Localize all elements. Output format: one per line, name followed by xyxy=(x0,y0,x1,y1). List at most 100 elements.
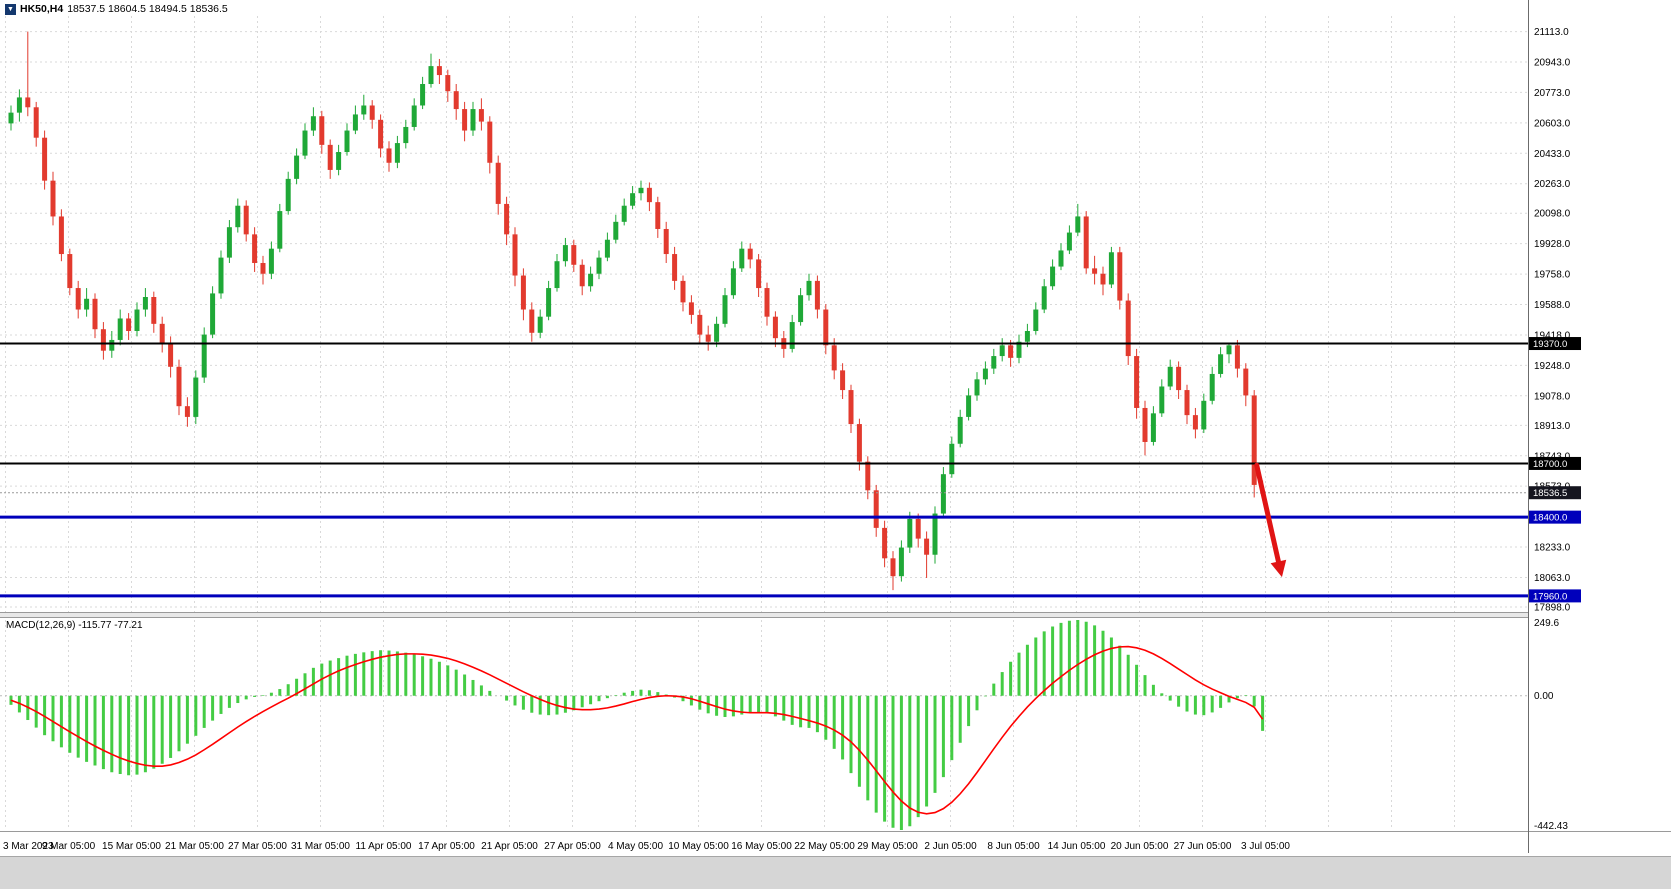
time-axis-label: 8 Jun 05:00 xyxy=(987,841,1040,852)
candle-body xyxy=(747,248,753,260)
time-axis-label: 27 Mar 05:00 xyxy=(228,841,287,852)
candle-body xyxy=(268,248,274,274)
candle-body xyxy=(1041,286,1047,310)
price-axis-label: 19078.0 xyxy=(1534,391,1571,402)
price-badge-label: 18536.5 xyxy=(1533,488,1567,499)
price-axis[interactable]: 21113.0 20943.0 20773.0 20603.0 20433.0 20263… xyxy=(1528,0,1671,853)
candle-body xyxy=(142,296,148,310)
candle-body xyxy=(915,518,921,539)
time-axis-label: 22 May 05:00 xyxy=(794,841,855,852)
candle-body xyxy=(1134,356,1140,408)
candle-body xyxy=(8,112,14,124)
candle-body xyxy=(1243,368,1249,396)
candle-body xyxy=(840,370,846,391)
trend-arrow-shaft[interactable] xyxy=(1254,462,1282,568)
price-badge xyxy=(1529,337,1581,351)
candle-body xyxy=(898,547,904,577)
candle-body xyxy=(882,527,888,559)
price-axis-label: 19418.0 xyxy=(1534,330,1571,341)
candle-body xyxy=(1209,373,1215,401)
candle-body xyxy=(1192,415,1198,430)
candle-body xyxy=(445,75,451,92)
candle-body xyxy=(672,254,678,281)
trend-arrow-head[interactable] xyxy=(1270,559,1287,578)
time-axis-label: 10 May 05:00 xyxy=(668,841,729,852)
candle-body xyxy=(1117,252,1123,301)
price-axis-background[interactable] xyxy=(1528,0,1671,831)
candle-body xyxy=(764,288,770,317)
candle-body xyxy=(403,126,409,144)
candle-body xyxy=(823,309,829,346)
candle-body xyxy=(193,377,199,417)
candle-body xyxy=(495,162,501,204)
candle-body xyxy=(520,275,526,310)
candle-body xyxy=(1142,407,1148,442)
time-axis-label: 21 Apr 05:00 xyxy=(481,841,538,852)
candle-body xyxy=(1008,345,1014,358)
candle-body xyxy=(1125,300,1131,357)
candle-body xyxy=(772,316,778,339)
price-badge-label: 18700.0 xyxy=(1533,459,1567,470)
candle-body xyxy=(134,309,140,332)
time-axis-label: 27 Apr 05:00 xyxy=(544,841,601,852)
price-badge xyxy=(1529,589,1581,603)
candle-body xyxy=(646,187,652,203)
time-axis-label: 29 May 05:00 xyxy=(857,841,918,852)
candle-body xyxy=(453,91,459,110)
candle-body xyxy=(1016,341,1022,358)
candle-body xyxy=(1108,252,1114,285)
price-axis-label: 18233.0 xyxy=(1534,543,1571,554)
time-axis-label: 11 Apr 05:00 xyxy=(356,841,412,852)
candle-body xyxy=(1066,232,1072,251)
candle-body xyxy=(210,293,216,335)
ohlc-readout: 18537.5 18604.5 18494.5 18536.5 xyxy=(67,3,228,15)
pane-separator-bar[interactable] xyxy=(0,612,1671,618)
candle-body xyxy=(739,248,745,269)
price-axis-label: 18743.0 xyxy=(1534,451,1571,462)
price-badge xyxy=(1529,486,1581,500)
time-axis-label: 3 Mar 2023 xyxy=(3,841,54,852)
candle-body xyxy=(831,345,837,371)
horizontal-gridlines xyxy=(0,31,1529,608)
chart-dropdown-icon[interactable]: ▼ xyxy=(5,3,16,15)
price-axis-label: 19248.0 xyxy=(1534,361,1571,372)
candle-body xyxy=(310,116,316,131)
candle-body xyxy=(1075,216,1081,233)
candle-body xyxy=(604,239,610,258)
time-axis-label: 9 Mar 05:00 xyxy=(42,841,96,852)
vertical-gridlines xyxy=(5,16,1455,830)
candle-body xyxy=(75,288,81,310)
candle-body xyxy=(655,202,661,229)
candle-body xyxy=(352,114,358,131)
candle-body xyxy=(596,257,602,274)
candle-body xyxy=(924,538,930,555)
price-axis-label: 18063.0 xyxy=(1534,573,1571,584)
candle-body xyxy=(957,416,963,444)
candle-body xyxy=(697,314,703,335)
candle-body xyxy=(218,257,224,294)
candle-body xyxy=(932,513,938,555)
candle-body xyxy=(201,334,207,378)
candle-body xyxy=(100,329,106,351)
candle-body xyxy=(571,245,577,265)
candle-body xyxy=(982,368,988,380)
candle-body xyxy=(638,187,644,194)
candle-body xyxy=(991,356,997,369)
candle-body xyxy=(966,395,972,417)
candle-body xyxy=(756,259,762,289)
candle-body xyxy=(92,298,98,330)
candle-body xyxy=(42,137,48,181)
candle-body xyxy=(1251,395,1257,485)
candle-body xyxy=(117,318,123,340)
candle-body xyxy=(277,211,283,249)
candle-body xyxy=(420,84,426,106)
candle-body xyxy=(109,339,115,351)
time-axis-label: 16 May 05:00 xyxy=(731,841,792,852)
candles-layer xyxy=(8,31,1266,591)
candle-body xyxy=(630,193,636,206)
candle-body xyxy=(25,97,31,108)
candle-body xyxy=(940,474,946,514)
candle-body xyxy=(949,443,955,475)
